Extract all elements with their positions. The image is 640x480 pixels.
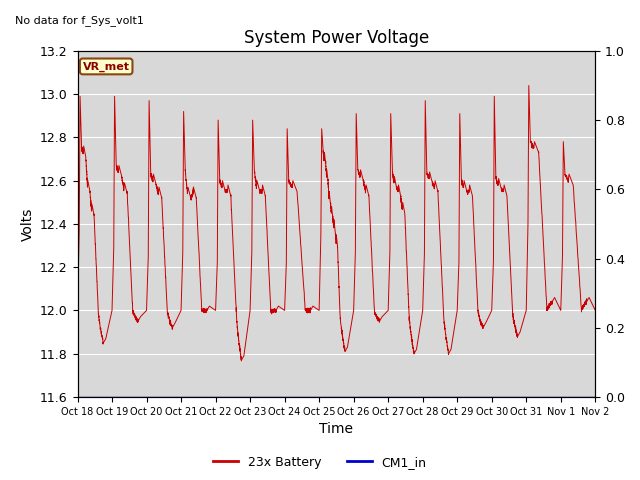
Title: System Power Voltage: System Power Voltage	[244, 29, 429, 47]
Y-axis label: Volts: Volts	[20, 207, 35, 240]
X-axis label: Time: Time	[319, 422, 353, 436]
Text: No data for f_Sys_volt1: No data for f_Sys_volt1	[15, 15, 144, 26]
Text: VR_met: VR_met	[83, 61, 130, 72]
Legend: 23x Battery, CM1_in: 23x Battery, CM1_in	[208, 451, 432, 474]
